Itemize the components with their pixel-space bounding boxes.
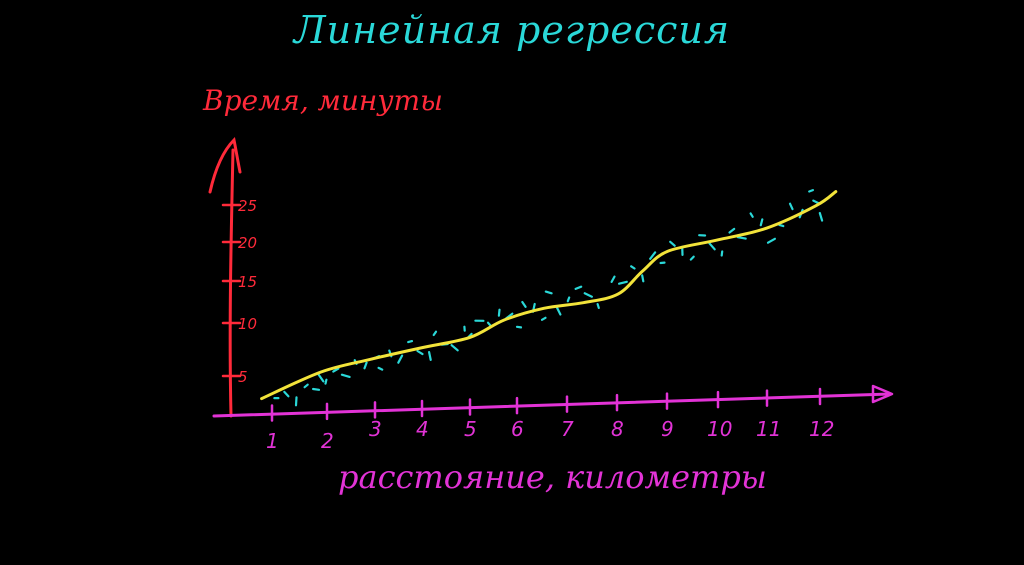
y-tick-label: 15 — [238, 273, 257, 291]
data-point — [778, 223, 785, 228]
data-point — [432, 330, 438, 337]
data-point — [610, 275, 616, 283]
data-point — [486, 321, 492, 327]
y-tick-label: 10 — [238, 315, 257, 333]
data-point — [515, 325, 523, 329]
x-tick-label: 2 — [321, 429, 334, 453]
x-tick-label: 9 — [661, 417, 674, 441]
data-point — [720, 250, 724, 257]
x-axis-label: расстояние, километры — [338, 458, 767, 496]
data-point — [728, 227, 736, 234]
x-tick-label: 7 — [561, 417, 574, 441]
data-point — [708, 242, 716, 251]
y-axis: 5 10 15 20 25 — [208, 136, 257, 418]
data-point — [669, 240, 676, 247]
data-point — [808, 189, 815, 193]
data-point — [617, 280, 628, 285]
data-point — [544, 290, 553, 295]
data-point — [641, 274, 645, 283]
data-point — [303, 383, 309, 389]
data-point — [596, 303, 600, 309]
data-point — [317, 373, 325, 383]
fitted-curve — [260, 190, 838, 401]
x-axis-line — [212, 392, 892, 418]
data-point — [312, 387, 321, 391]
data-point — [521, 300, 527, 308]
x-tick-label: 8 — [611, 417, 624, 441]
y-tick-label: 25 — [238, 197, 257, 215]
data-point — [736, 236, 747, 240]
data-point — [630, 265, 636, 270]
data-point — [377, 366, 384, 371]
data-point — [812, 199, 820, 205]
data-point — [397, 354, 404, 364]
x-tick-label: 5 — [464, 417, 477, 441]
x-axis-arrow-icon — [871, 384, 894, 404]
data-point — [407, 340, 414, 344]
data-point — [566, 296, 571, 303]
scatter-points — [273, 189, 824, 407]
y-tick-label: 20 — [238, 234, 257, 252]
data-point — [649, 251, 657, 260]
data-point — [332, 367, 340, 373]
data-point — [340, 373, 351, 378]
x-tick-label: 11 — [756, 417, 781, 441]
data-point — [574, 285, 583, 290]
x-axis: 1 2 3 4 5 6 7 8 9 10 11 12 — [212, 384, 894, 453]
data-point — [759, 218, 764, 227]
x-tick-label: 12 — [809, 417, 834, 441]
x-tick-label: 10 — [707, 417, 732, 441]
data-point — [540, 316, 547, 321]
data-point — [555, 306, 562, 316]
data-point — [749, 212, 754, 218]
data-point — [788, 202, 794, 211]
data-point — [294, 396, 298, 407]
data-point — [497, 308, 501, 317]
data-point — [428, 351, 432, 361]
data-point — [689, 255, 695, 261]
x-tick-label: 4 — [416, 417, 429, 441]
data-point — [416, 349, 424, 356]
y-axis-arrow-icon — [208, 136, 242, 194]
x-tick-label: 1 — [266, 429, 279, 453]
data-point — [283, 390, 290, 398]
data-point — [583, 292, 594, 298]
data-point — [450, 344, 459, 352]
y-axis-line — [228, 148, 235, 418]
data-point — [818, 211, 824, 222]
data-point — [363, 361, 368, 370]
x-tick-label: 3 — [369, 417, 382, 441]
data-point — [324, 378, 328, 385]
x-tick-label: 6 — [511, 417, 524, 441]
regression-curve — [260, 190, 838, 401]
y-tick-label: 5 — [238, 368, 248, 386]
chart-title: Линейная регрессия — [293, 8, 731, 52]
data-point — [766, 237, 777, 244]
y-axis-label: Время, минуты — [203, 84, 443, 117]
